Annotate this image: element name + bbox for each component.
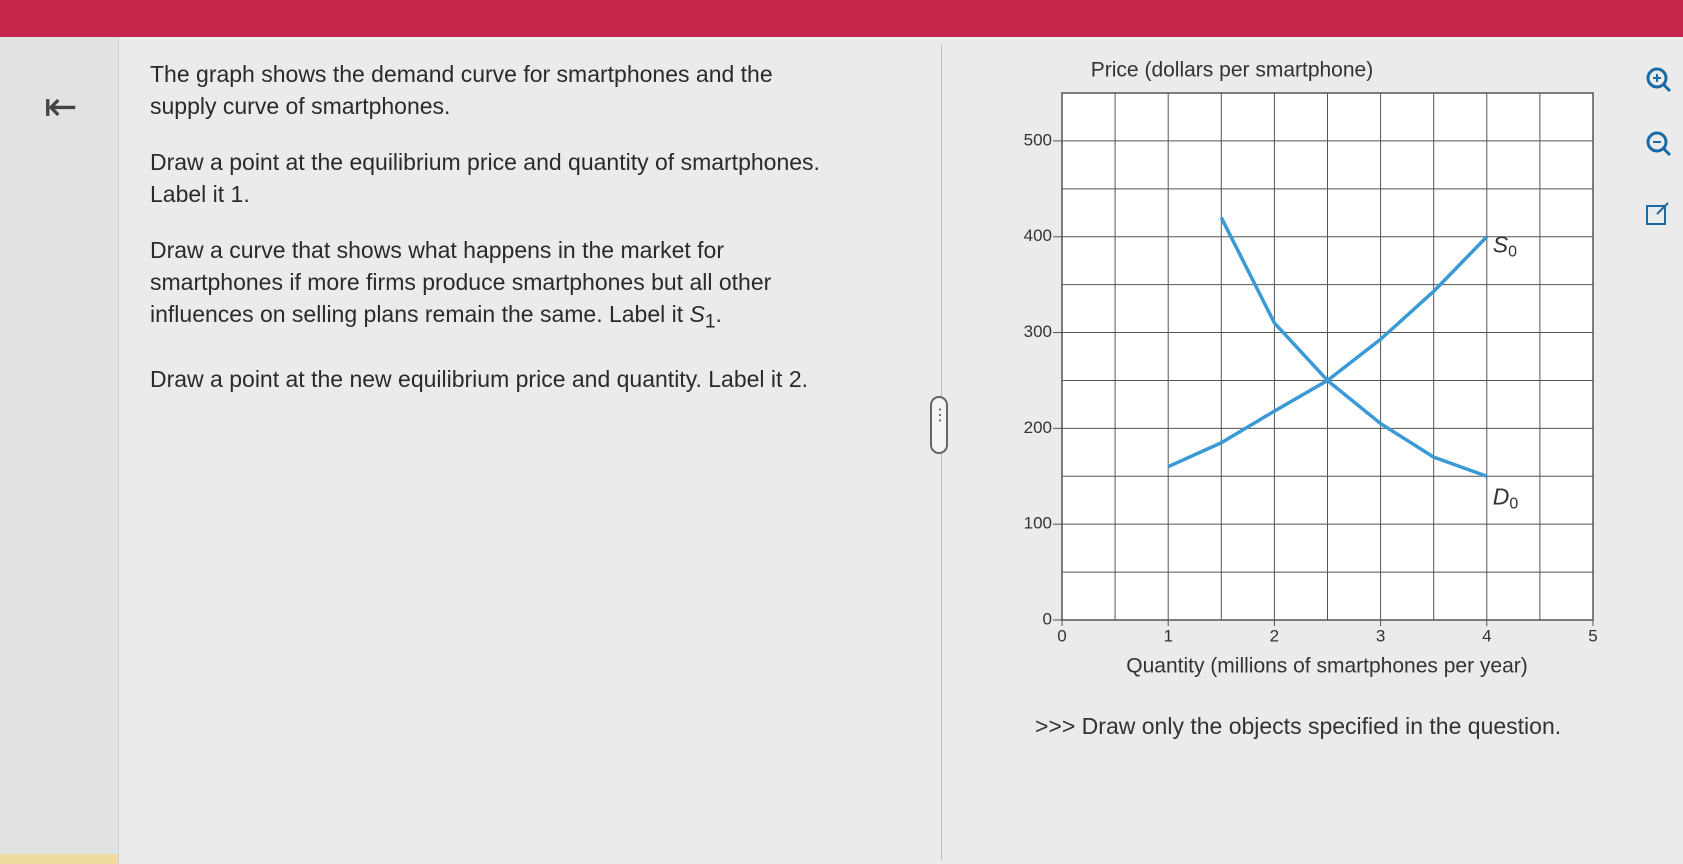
curve [1219,216,1488,478]
y-tick-label: 400 [1024,226,1052,245]
question-punct: . [715,301,722,327]
x-tick-label: 1 [1163,626,1172,645]
question-line: Label it 1. [150,181,250,207]
x-tick-label: 5 [1588,626,1597,645]
y-tick-label: 500 [1024,130,1052,149]
curve-label-subscript: 0 [1509,495,1518,512]
question-line: Draw a point at the new equilibrium pric… [150,365,809,392]
x-tick-label: 4 [1482,626,1491,645]
question-paragraph: The graph shows the demand curve for sma… [150,58,820,122]
question-line: smartphones if more firms produce smartp… [150,269,772,295]
question-paragraph: Draw a point at the new equilibrium pric… [150,363,820,395]
question-line: The graph shows the demand curve for sma… [150,61,773,87]
y-tick-label: 200 [1024,418,1052,437]
question-paragraph: Draw a curve that shows what happens in … [150,234,820,339]
curve-label-name: D [1493,483,1510,509]
question-subscript: 1 [704,311,716,333]
popout-icon[interactable] [1646,202,1669,225]
resize-handle[interactable]: ⋮ [930,396,948,454]
x-tick-label: 3 [1376,626,1385,645]
top-bar [0,0,1683,37]
back-button[interactable]: ⇤ [44,85,78,129]
zoom-in-icon[interactable] [1646,67,1672,93]
curve-label: S0 [1493,232,1517,261]
zoom-out-icon[interactable] [1646,131,1672,157]
instruction-note: >>> Draw only the objects specified in t… [1035,713,1561,739]
question-line: Draw a curve that shows what happens in … [150,237,725,263]
x-tick-label: 0 [1057,626,1066,645]
question-variable: S [689,301,705,327]
question-line: Draw a point at the equilibrium price an… [150,149,820,175]
question-paragraph: Draw a point at the equilibrium price an… [150,146,820,210]
question-line: supply curve of smartphones. [150,93,451,119]
sidebar-footer [0,854,118,864]
curve-label-name: S [1493,232,1509,258]
y-tick-label: 0 [1043,609,1052,628]
y-axis-label: Price (dollars per smartphone) [1091,59,1373,82]
curve-label-subscript: 0 [1508,244,1517,261]
curve-label: D0 [1493,483,1519,512]
y-tick-label: 300 [1024,322,1052,341]
sidebar [0,37,119,864]
x-tick-label: 2 [1270,626,1279,645]
y-tick-label: 100 [1024,514,1052,533]
question: The graph shows the demand curve for sma… [150,58,820,419]
question-line: influences on selling plans remain the s… [150,301,722,333]
x-axis-label: Quantity (millions of smartphones per ye… [1126,655,1528,678]
